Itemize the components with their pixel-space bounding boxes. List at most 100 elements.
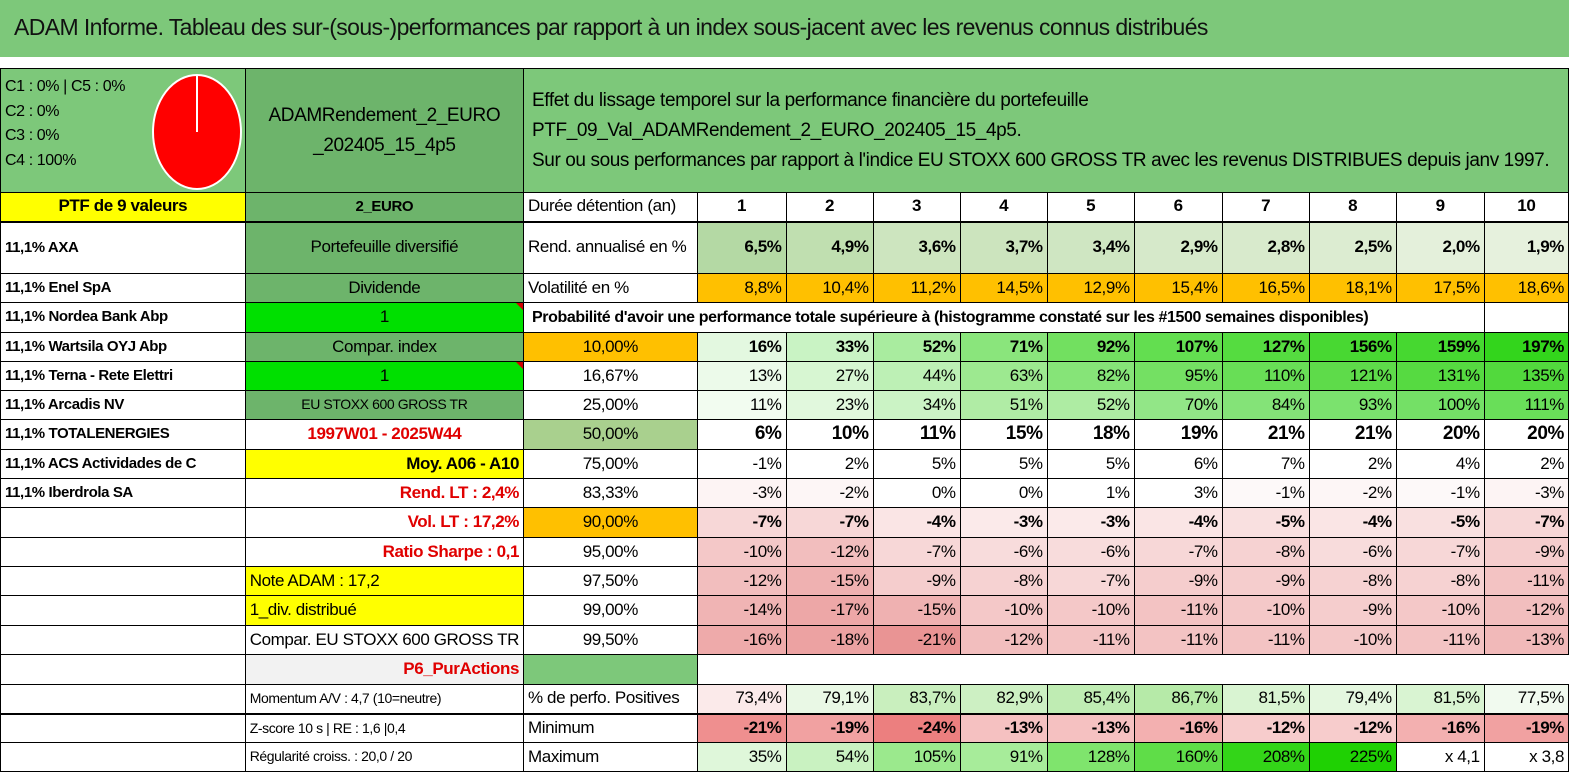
quantile-10-year-8: -9% (1308, 595, 1397, 626)
rend-value-year-2: 4,9% (785, 221, 874, 274)
rend-value-year-4: 3,7% (959, 221, 1048, 274)
quantile-11-year-10: -13% (1483, 625, 1569, 655)
quantile-5-year-4: 5% (959, 449, 1048, 479)
quantile-2-year-4: 63% (959, 361, 1048, 391)
legend-line-c4: C4 : 100% (5, 151, 77, 169)
rend-value-year-10: 1,9% (1483, 221, 1569, 274)
holding-2: 11,1% Enel SpA (0, 273, 246, 303)
quantile-4-year-9: 20% (1395, 419, 1485, 450)
quantile-10-year-5: -10% (1046, 595, 1135, 626)
quantile-1-year-9: 159% (1395, 332, 1485, 362)
min-value-year-9: -16% (1395, 713, 1485, 743)
quantile-level-9: 97,50% (523, 566, 698, 596)
rend-value-year-1: 6,5% (696, 221, 787, 274)
holding-6: 11,1% Arcadis NV (0, 390, 246, 420)
quantile-6-year-4: 0% (959, 478, 1048, 508)
quantile-10-year-3: -15% (872, 595, 961, 626)
regularity-label: Régularité croiss. : 20,0 / 20 (244, 742, 525, 772)
quantile-3-year-7: 84% (1221, 390, 1310, 420)
quantile-3-year-9: 100% (1395, 390, 1485, 420)
quantile-11-year-3: -21% (872, 625, 961, 655)
quantile-8-year-9: -7% (1395, 537, 1485, 567)
year-header-7: 7 (1221, 192, 1310, 223)
max-value-year-2: 54% (785, 742, 874, 772)
quantile-1-year-7: 127% (1221, 332, 1310, 362)
quantile-9-year-4: -8% (959, 566, 1048, 596)
quantile-7-year-4: -3% (959, 507, 1048, 538)
quantile-1-year-2: 33% (785, 332, 874, 362)
year-header-6: 6 (1133, 192, 1223, 223)
duration-label: Durée détention (an) (523, 192, 698, 223)
quantile-1-year-5: 92% (1046, 332, 1135, 362)
quantile-6-year-6: 3% (1133, 478, 1223, 508)
min-value-year-6: -16% (1133, 713, 1223, 743)
quantile-5-year-10: 2% (1483, 449, 1569, 479)
empty-holding-cell (0, 507, 246, 538)
index-name: EU STOXX 600 GROSS TR (244, 390, 525, 420)
quantile-4-year-1: 6% (696, 419, 787, 450)
period-range: 1997W01 - 2025W44 (244, 419, 525, 450)
quantile-1-year-6: 107% (1133, 332, 1223, 362)
sharpe-ratio: Ratio Sharpe : 0,1 (244, 537, 525, 567)
quantile-11-year-1: -16% (696, 625, 787, 655)
quantile-6-year-5: 1% (1046, 478, 1135, 508)
max-value-year-5: 128% (1046, 742, 1135, 772)
compar-index-label: Compar. index (244, 332, 525, 362)
quantile-1-year-4: 71% (959, 332, 1048, 362)
max-value-year-10: x 3,8 (1483, 742, 1569, 772)
momentum-label: Momentum A/V : 4,7 (10=neutre) (244, 684, 525, 715)
legend-lines: C1 : 0% | C5 : 0% C2 : 0% C3 : 0% C4 : 1… (5, 75, 125, 173)
report-title: ADAM Informe. Tableau des sur-(sous-)per… (14, 14, 1208, 40)
quantile-5-year-7: 7% (1221, 449, 1310, 479)
holding-3: 11,1% Nordea Bank Abp (0, 302, 246, 333)
quantile-10-year-4: -10% (959, 595, 1048, 626)
legend-cell: C1 : 0% | C5 : 0% C2 : 0% C3 : 0% C4 : 1… (0, 68, 246, 193)
quantile-11-year-2: -18% (785, 625, 874, 655)
quantile-8-year-7: -8% (1221, 537, 1310, 567)
empty-holding-cell (0, 654, 246, 685)
quantile-3-year-2: 23% (785, 390, 874, 420)
quantile-11-year-4: -12% (959, 625, 1048, 655)
rend-label: Rend. annualisé en % (523, 221, 698, 274)
year-header-1: 1 (696, 192, 787, 223)
fund-name: ADAMRendement_2_EURO _202405_15_4p5 (268, 104, 501, 156)
year-header-4: 4 (959, 192, 1048, 223)
blank-area (697, 655, 1568, 685)
quantile-4-year-3: 11% (872, 419, 961, 450)
rend-lt: Rend. LT : 2,4% (244, 478, 525, 508)
quantile-3-year-8: 93% (1308, 390, 1397, 420)
quantile-4-year-6: 19% (1133, 419, 1223, 450)
min-value-year-7: -12% (1221, 713, 1310, 743)
min-value-year-8: -12% (1308, 713, 1397, 743)
note-adam: Note ADAM : 17,2 (244, 566, 525, 596)
quantile-2-year-6: 95% (1133, 361, 1223, 391)
quantile-6-year-2: -2% (785, 478, 874, 508)
rend-value-year-5: 3,4% (1046, 221, 1135, 274)
quantile-10-year-10: -12% (1483, 595, 1569, 626)
max-value-year-4: 91% (959, 742, 1048, 772)
quantile-6-year-10: -3% (1483, 478, 1569, 508)
quantile-8-year-3: -7% (872, 537, 961, 567)
description-line-1: Effet du lissage temporel sur la perform… (532, 89, 1089, 141)
zscore-label: Z-score 10 s | RE : 1,6 |0,4 (244, 713, 525, 743)
max-value-year-6: 160% (1133, 742, 1223, 772)
max-value-year-7: 208% (1221, 742, 1310, 772)
rend-value-year-6: 2,9% (1133, 221, 1223, 274)
quantile-7-year-2: -7% (785, 507, 874, 538)
min-value-year-5: -13% (1046, 713, 1135, 743)
report-grid: C1 : 0% | C5 : 0% C2 : 0% C3 : 0% C4 : 1… (0, 68, 1569, 772)
quantile-11-year-6: -11% (1133, 625, 1223, 655)
quantile-2-year-2: 27% (785, 361, 874, 391)
quantile-4-year-2: 10% (785, 419, 874, 450)
probability-title: Probabilité d'avoir une performance tota… (523, 302, 1485, 333)
quantile-9-year-10: -11% (1483, 566, 1569, 596)
empty-cell (1483, 302, 1569, 333)
quantile-level-10: 99,00% (523, 595, 698, 626)
quantile-9-year-9: -8% (1395, 566, 1485, 596)
holding-8: 11,1% ACS Actividades de C (0, 449, 246, 479)
currency-cell: 2_EURO (244, 192, 525, 223)
quantile-9-year-2: -15% (785, 566, 874, 596)
year-header-8: 8 (1308, 192, 1397, 223)
quantile-11-year-5: -11% (1046, 625, 1135, 655)
rend-value-year-8: 2,5% (1308, 221, 1397, 274)
